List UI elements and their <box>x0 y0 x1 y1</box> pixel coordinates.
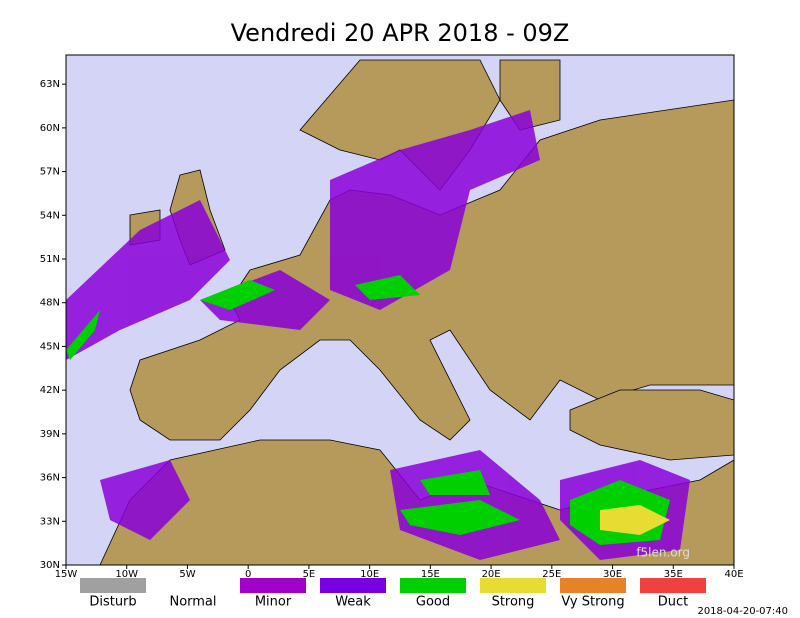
lon-tick-label: 10E <box>360 569 379 580</box>
lat-tick-label: 33N <box>40 516 60 527</box>
map-frame <box>65 54 735 566</box>
legend-label: Strong <box>492 595 535 610</box>
lat-tick-label: 39N <box>40 429 60 440</box>
lat-tick-label: 51N <box>40 254 60 265</box>
lon-tick-label: 25E <box>542 569 561 580</box>
lat-tick-label: 48N <box>40 298 60 309</box>
lat-tick-label: 45N <box>40 341 60 352</box>
legend-swatch <box>240 578 306 593</box>
lon-tick-label: 15W <box>55 569 78 580</box>
legend-label: Vy Strong <box>561 595 624 610</box>
legend-label: Duct <box>658 595 689 610</box>
timestamp: 2018-04-20-07:40 <box>697 606 788 617</box>
legend-label: Disturb <box>89 595 136 610</box>
lat-tick-label: 54N <box>40 210 60 221</box>
legend-swatch <box>320 578 386 593</box>
legend-swatch <box>400 578 466 593</box>
map-area: f5len.org <box>66 55 734 565</box>
lon-tick-label: 10W <box>115 569 138 580</box>
lon-tick-label: 20E <box>482 569 501 580</box>
watermark: f5len.org <box>636 546 690 560</box>
legend-swatch <box>480 578 546 593</box>
lon-tick-label: 30E <box>603 569 622 580</box>
lon-tick-label: 15E <box>421 569 440 580</box>
lat-tick-label: 42N <box>40 385 60 396</box>
lat-tick-label: 30N <box>40 560 60 571</box>
lon-tick-label: 40E <box>724 569 743 580</box>
lat-tick-label: 57N <box>40 167 60 178</box>
map-title: Vendredi 20 APR 2018 - 09Z <box>231 19 570 47</box>
lon-tick-label: 5E <box>303 569 316 580</box>
lat-tick-label: 36N <box>40 473 60 484</box>
lon-tick-label: 35E <box>664 569 683 580</box>
lat-tick-label: 60N <box>40 123 60 134</box>
legend-label: Weak <box>335 595 371 610</box>
lon-tick-label: 0 <box>245 569 251 580</box>
legend-swatch <box>560 578 626 593</box>
lat-tick-label: 63N <box>40 79 60 90</box>
legend-label: Good <box>416 595 450 610</box>
lon-tick-label: 5W <box>179 569 195 580</box>
legend-swatch <box>80 578 146 593</box>
legend-label: Normal <box>169 595 216 610</box>
propagation-strong <box>600 505 670 535</box>
legend-swatch <box>640 578 706 593</box>
legend-label: Minor <box>255 595 292 610</box>
